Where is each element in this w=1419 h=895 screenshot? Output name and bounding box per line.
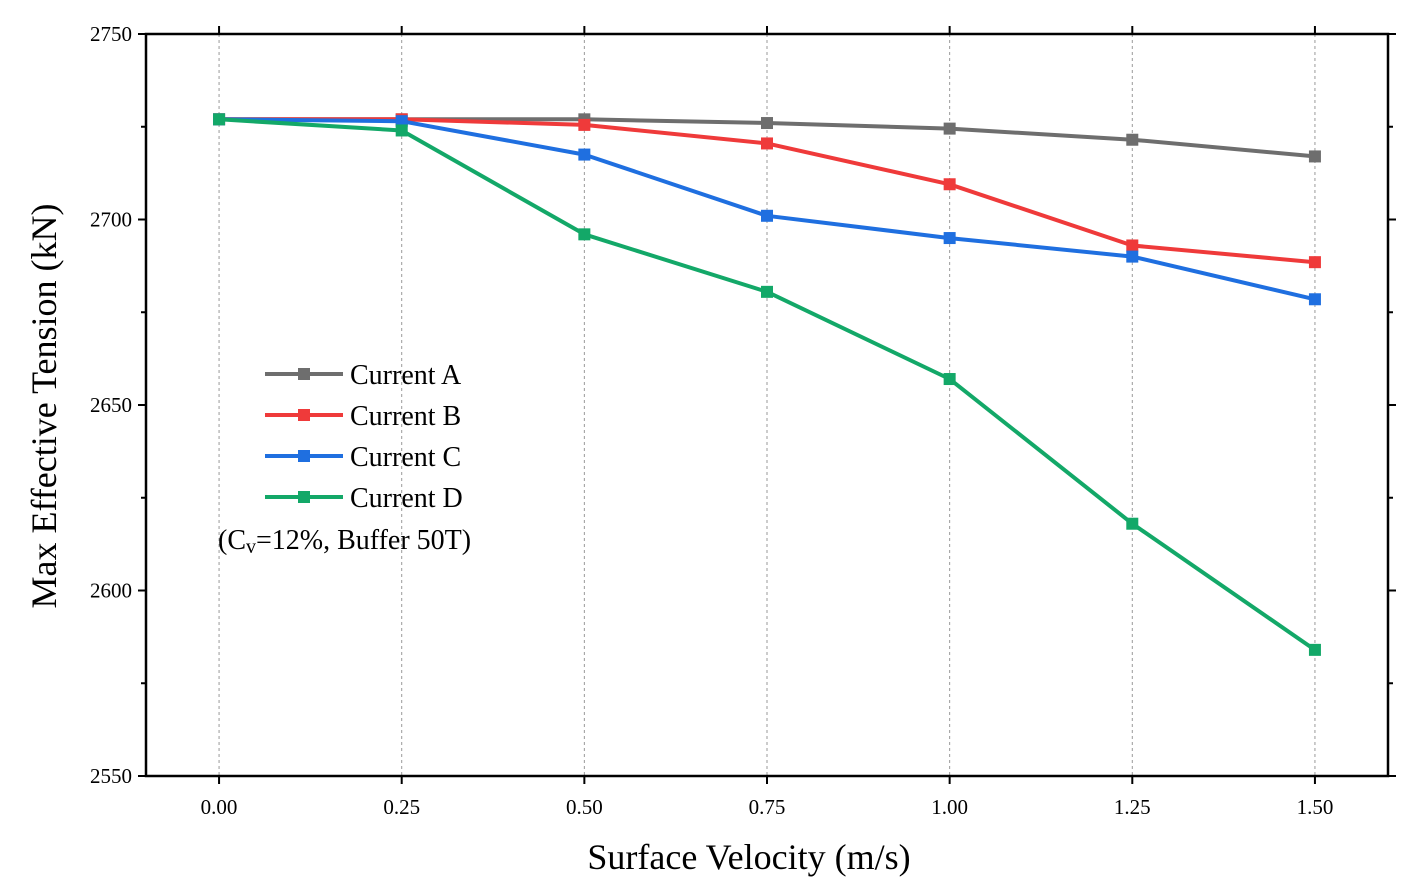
x-tick-labels: 0.00 0.25 0.50 0.75 1.00 1.25 1.50 [201, 795, 1334, 819]
data-point-current-d-0 [213, 113, 226, 126]
y-tick-label-2: 2650 [90, 393, 132, 417]
data-point-current-c-5 [1126, 250, 1139, 263]
data-point-current-b-3 [761, 137, 773, 150]
y-tick-labels: 2550 2600 2650 2700 2750 [90, 22, 132, 788]
legend-swatch-marker-current-a [298, 368, 310, 380]
legend-label-current-b: Current B [350, 401, 461, 432]
x-tick-label-4: 1.00 [931, 795, 968, 819]
legend-item-current-a: Current A [265, 360, 462, 391]
data-point-current-d-6 [1308, 643, 1321, 656]
x-tick-label-5: 1.25 [1114, 795, 1151, 819]
x-tick-label-2: 0.50 [566, 795, 603, 819]
annotation-prefix: (C [218, 525, 246, 556]
legend-swatch-marker-current-d [298, 491, 310, 503]
data-point-current-a-3 [761, 117, 773, 130]
x-axis-title: Surface Velocity (m/s) [587, 837, 910, 877]
axis-ticks [138, 26, 1396, 784]
data-point-current-c-1 [395, 115, 408, 128]
x-tick-label-3: 0.75 [749, 795, 786, 819]
legend-swatch-marker-current-b [298, 409, 310, 421]
y-axis-title: Max Effective Tension (kN) [24, 203, 64, 608]
data-point-current-c-4 [943, 232, 956, 245]
x-tick-label-6: 1.50 [1297, 795, 1334, 819]
series-current-d [213, 113, 1321, 656]
data-point-current-d-5 [1126, 517, 1139, 530]
y-tick-label-0: 2550 [90, 764, 132, 788]
data-point-current-c-2 [578, 148, 591, 161]
legend: Current A Current B Current C Current D [265, 360, 463, 514]
data-point-current-b-6 [1308, 256, 1321, 269]
x-tick-label-0: 0.00 [201, 795, 238, 819]
legend-item-current-d: Current D [265, 483, 463, 514]
legend-label-current-d: Current D [350, 483, 463, 514]
annotation-text: (Cv=12%, Buffer 50T) [218, 525, 471, 558]
data-point-current-b-5 [1126, 239, 1139, 252]
data-point-current-d-3 [761, 285, 773, 298]
data-point-current-a-4 [943, 122, 956, 135]
annotation-subscript: v [246, 536, 256, 558]
data-point-current-a-6 [1308, 150, 1321, 163]
x-tick-label-1: 0.25 [383, 795, 420, 819]
data-point-current-b-4 [943, 178, 956, 191]
data-point-current-c-6 [1308, 293, 1321, 306]
series-group [213, 113, 1321, 656]
data-point-current-b-2 [578, 118, 591, 131]
y-tick-label-3: 2700 [90, 208, 132, 232]
legend-label-current-a: Current A [350, 360, 462, 391]
data-point-current-d-1 [395, 124, 408, 137]
legend-item-current-b: Current B [265, 401, 461, 432]
y-tick-label-4: 2750 [90, 22, 132, 46]
legend-item-current-c: Current C [265, 442, 461, 473]
legend-label-current-c: Current C [350, 442, 461, 473]
data-point-current-d-4 [943, 373, 956, 386]
annotation-suffix: =12%, Buffer 50T) [256, 525, 471, 556]
legend-swatch-marker-current-c [298, 450, 310, 462]
data-point-current-d-2 [578, 228, 591, 241]
data-point-current-a-5 [1126, 133, 1139, 146]
data-point-current-c-3 [761, 209, 773, 222]
y-tick-label-1: 2600 [90, 579, 132, 603]
